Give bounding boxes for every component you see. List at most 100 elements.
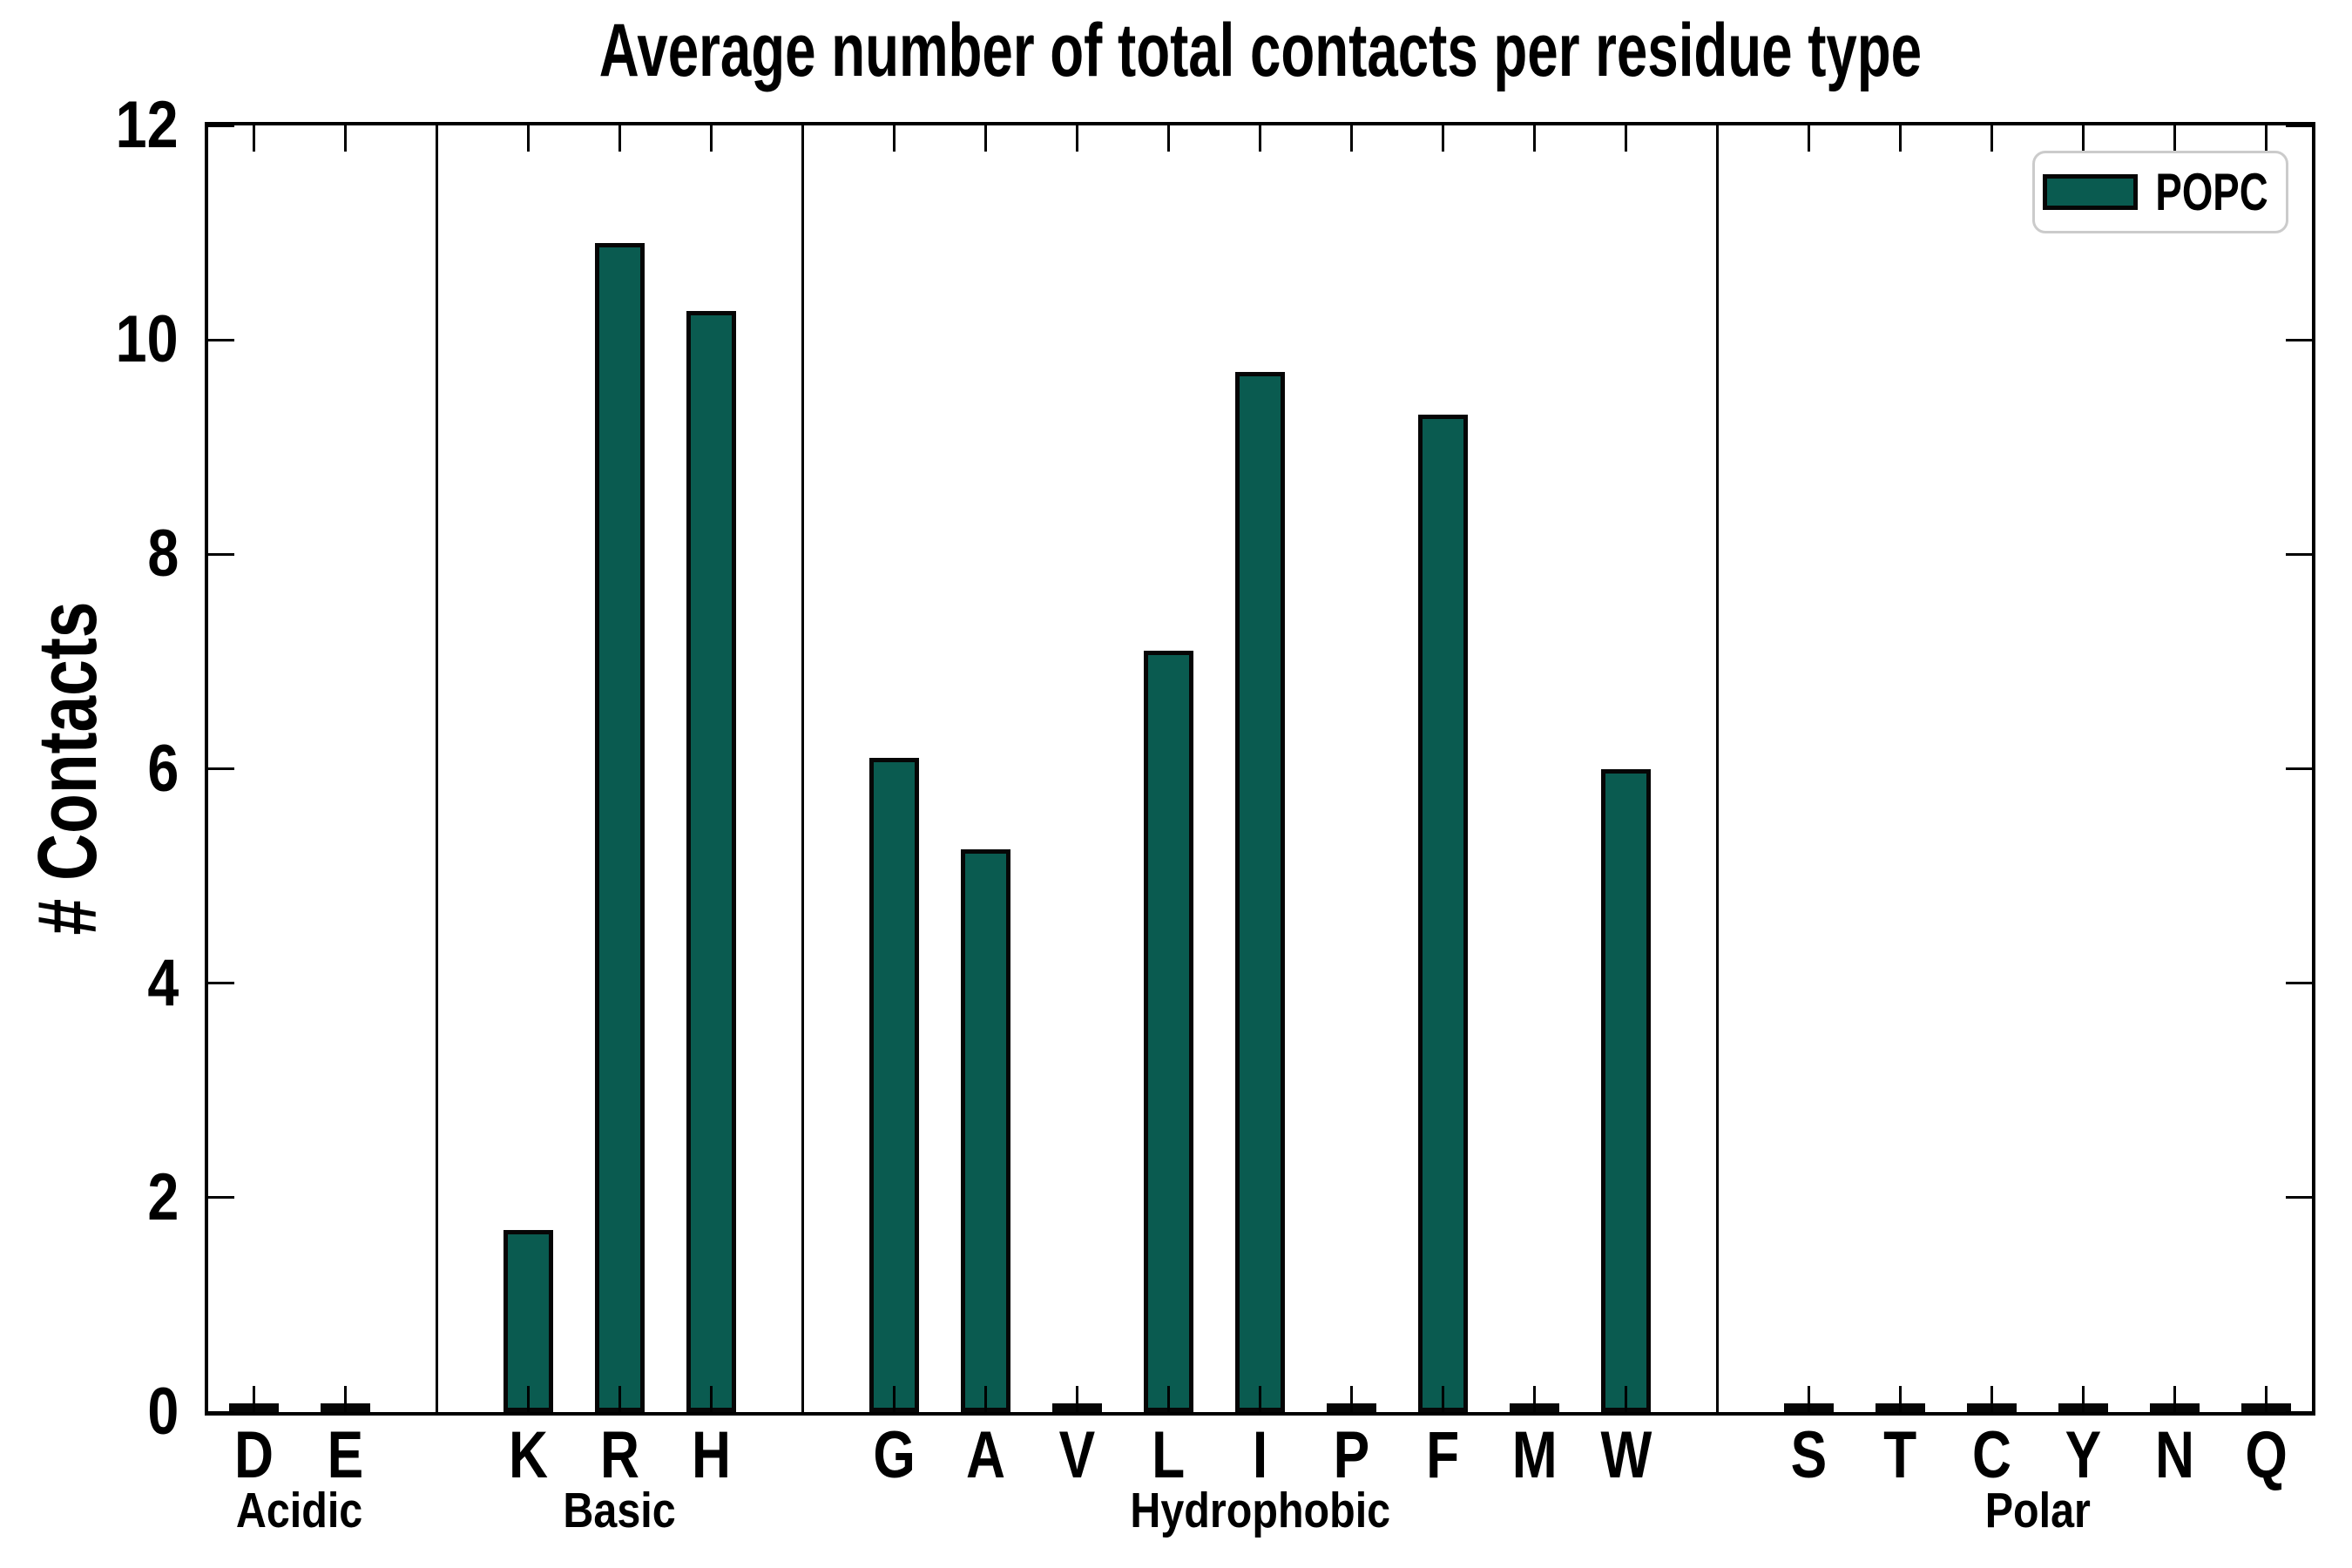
group-label-hydrophobic: Hydrophobic <box>1043 1484 1478 1537</box>
x-tick-top-I <box>1259 125 1261 152</box>
bar-H <box>686 310 736 1412</box>
x-tick-bottom-F <box>1442 1386 1444 1412</box>
group-label-basic: Basic <box>402 1484 838 1537</box>
x-tick-top-P <box>1350 125 1353 152</box>
bar-L <box>1144 651 1193 1412</box>
y-tick-left-0 <box>208 1410 234 1414</box>
x-tick-label-D: D <box>193 1418 315 1492</box>
y-tick-label-12: 12 <box>13 91 179 160</box>
y-tick-right-4 <box>2286 982 2312 985</box>
x-tick-top-W <box>1625 125 1627 152</box>
x-tick-top-L <box>1167 125 1170 152</box>
y-tick-left-6 <box>208 767 234 770</box>
x-tick-top-V <box>1076 125 1078 152</box>
x-tick-top-T <box>1899 125 1902 152</box>
x-tick-label-G: G <box>834 1418 956 1492</box>
x-tick-bottom-E <box>344 1386 347 1412</box>
x-tick-label-R: R <box>559 1418 681 1492</box>
x-tick-bottom-I <box>1259 1386 1261 1412</box>
x-tick-label-text-H: H <box>691 1418 731 1492</box>
legend-swatch-popc <box>2043 174 2138 210</box>
y-tick-label-6: 6 <box>13 731 179 806</box>
y-tick-left-4 <box>208 982 234 985</box>
y-tick-left-12 <box>208 124 234 127</box>
x-tick-top-M <box>1533 125 1536 152</box>
x-tick-top-Y <box>2082 125 2085 152</box>
x-tick-label-text-D: D <box>233 1418 274 1492</box>
x-tick-top-F <box>1442 125 1444 152</box>
y-tick-label-4: 4 <box>13 945 179 1020</box>
x-tick-label-text-K: K <box>508 1418 548 1492</box>
y-tick-label-text-0: 0 <box>147 1375 179 1449</box>
x-tick-label-L: L <box>1108 1418 1230 1492</box>
chart-title: Average number of total contacts per res… <box>598 9 1922 92</box>
x-tick-bottom-A <box>984 1386 987 1412</box>
x-tick-top-Q <box>2265 125 2268 152</box>
x-tick-bottom-W <box>1625 1386 1627 1412</box>
x-tick-label-P: P <box>1291 1423 1413 1489</box>
y-tick-label-text-12: 12 <box>116 88 179 162</box>
y-tick-right-12 <box>2286 124 2312 127</box>
x-tick-top-C <box>1990 125 1993 152</box>
y-tick-label-text-4: 4 <box>147 945 179 1020</box>
x-tick-bottom-H <box>710 1386 713 1412</box>
bar-K <box>504 1229 553 1412</box>
bar-A <box>961 848 1010 1412</box>
legend: POPC <box>2032 151 2288 233</box>
x-tick-top-A <box>984 125 987 152</box>
bar-R <box>595 243 645 1412</box>
x-tick-label-S: S <box>1748 1418 1870 1492</box>
x-tick-label-M: M <box>1474 1418 1596 1492</box>
x-tick-label-text-G: G <box>873 1418 916 1492</box>
group-label-text-acidic: Acidic <box>236 1483 363 1538</box>
group-label-text-basic: Basic <box>563 1483 677 1538</box>
x-tick-top-N <box>2173 125 2176 152</box>
x-tick-bottom-Y <box>2082 1386 2085 1412</box>
x-tick-bottom-N <box>2173 1386 2176 1412</box>
bar-W <box>1601 768 1651 1412</box>
x-tick-bottom-C <box>1990 1386 1993 1412</box>
y-tick-right-2 <box>2286 1196 2312 1200</box>
x-tick-label-text-M: M <box>1511 1418 1558 1492</box>
x-tick-bottom-K <box>527 1386 530 1412</box>
x-tick-label-N: N <box>2114 1418 2236 1492</box>
bar-I <box>1235 372 1285 1412</box>
x-tick-label-I: I <box>1200 1423 1321 1489</box>
x-tick-label-text-L: L <box>1152 1418 1186 1492</box>
group-label-acidic: Acidic <box>82 1484 517 1537</box>
y-tick-label-text-6: 6 <box>147 731 179 806</box>
x-tick-top-H <box>710 125 713 152</box>
y-tick-label-8: 8 <box>13 519 179 589</box>
x-tick-bottom-L <box>1167 1386 1170 1412</box>
legend-label: POPC <box>2155 162 2268 221</box>
x-tick-bottom-P <box>1350 1386 1353 1412</box>
x-tick-label-text-S: S <box>1790 1418 1828 1492</box>
x-tick-label-text-Y: Y <box>2065 1418 2102 1492</box>
y-tick-right-0 <box>2286 1410 2312 1414</box>
x-tick-label-H: H <box>651 1418 773 1492</box>
x-tick-bottom-Q <box>2265 1386 2268 1412</box>
y-tick-left-2 <box>208 1196 234 1200</box>
y-tick-right-6 <box>2286 767 2312 770</box>
x-tick-label-text-Q: Q <box>2245 1418 2288 1492</box>
x-tick-top-S <box>1808 125 1810 152</box>
group-separator-3 <box>1716 125 1719 1412</box>
group-label-text-hydrophobic: Hydrophobic <box>1130 1483 1390 1538</box>
group-label-text-polar: Polar <box>1984 1483 2091 1538</box>
group-separator-2 <box>801 125 804 1412</box>
x-tick-bottom-V <box>1076 1386 1078 1412</box>
x-tick-label-V: V <box>1017 1423 1139 1489</box>
x-tick-label-text-N: N <box>2154 1418 2194 1492</box>
x-tick-bottom-M <box>1533 1386 1536 1412</box>
x-tick-label-W: W <box>1565 1423 1687 1489</box>
bar-G <box>869 758 919 1412</box>
y-tick-label-0: 0 <box>13 1377 179 1447</box>
x-tick-label-text-R: R <box>599 1418 639 1492</box>
x-tick-label-text-T: T <box>1883 1418 1917 1492</box>
x-tick-top-E <box>344 125 347 152</box>
y-tick-right-8 <box>2286 552 2312 556</box>
y-tick-right-10 <box>2286 338 2312 341</box>
x-tick-label-F: F <box>1382 1423 1504 1489</box>
x-tick-label-Y: Y <box>2023 1418 2145 1492</box>
